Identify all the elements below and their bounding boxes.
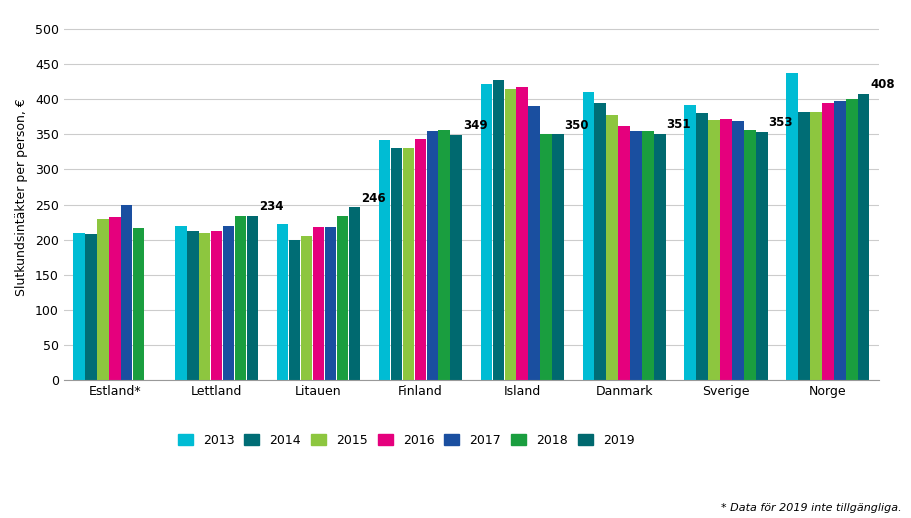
Bar xyxy=(187,231,199,380)
Bar xyxy=(403,148,415,380)
Bar xyxy=(505,89,517,380)
Bar xyxy=(324,227,336,380)
Bar xyxy=(582,92,594,380)
Bar xyxy=(493,80,504,380)
Bar xyxy=(595,104,606,380)
Bar xyxy=(133,228,145,380)
Bar xyxy=(607,114,618,380)
Bar xyxy=(379,140,390,380)
Text: 350: 350 xyxy=(565,119,589,132)
Bar xyxy=(619,126,630,380)
Bar xyxy=(642,131,654,380)
Bar xyxy=(786,73,798,380)
Bar xyxy=(415,139,426,380)
Text: 408: 408 xyxy=(870,78,895,91)
Bar xyxy=(822,103,834,380)
Bar xyxy=(517,87,528,380)
Bar xyxy=(696,112,708,380)
Bar xyxy=(85,234,97,380)
Bar xyxy=(528,106,540,380)
Text: * Data för 2019 inte tillgängliga.: * Data för 2019 inte tillgängliga. xyxy=(722,503,902,513)
Bar xyxy=(810,112,822,380)
Bar xyxy=(858,94,869,380)
Bar xyxy=(121,205,132,380)
Text: 234: 234 xyxy=(259,200,283,213)
Bar xyxy=(798,112,810,380)
Bar xyxy=(540,134,552,380)
Bar xyxy=(756,132,768,380)
Bar xyxy=(210,231,222,380)
Bar xyxy=(289,240,301,380)
Text: 353: 353 xyxy=(768,117,793,130)
Bar xyxy=(450,135,462,380)
Bar xyxy=(73,233,85,380)
Bar xyxy=(438,130,450,380)
Bar xyxy=(630,131,642,380)
Text: 351: 351 xyxy=(667,118,691,131)
Bar xyxy=(247,216,258,380)
Bar xyxy=(336,216,348,380)
Bar xyxy=(834,100,845,380)
Bar xyxy=(481,84,492,380)
Bar xyxy=(349,207,360,380)
Text: 349: 349 xyxy=(463,119,487,132)
Bar xyxy=(235,216,246,380)
Bar xyxy=(846,98,857,380)
Bar xyxy=(732,121,743,380)
Bar xyxy=(312,227,324,380)
Bar xyxy=(684,105,696,380)
Bar xyxy=(654,134,666,380)
Bar xyxy=(391,148,403,380)
Bar xyxy=(277,224,289,380)
Bar xyxy=(426,131,438,380)
Bar xyxy=(708,120,720,380)
Bar xyxy=(301,236,312,380)
Bar xyxy=(721,119,732,380)
Bar xyxy=(109,217,120,380)
Text: 246: 246 xyxy=(361,192,385,205)
Y-axis label: Slutkundsintäkter per person, €: Slutkundsintäkter per person, € xyxy=(15,98,28,296)
Bar xyxy=(744,130,755,380)
Legend: 2013, 2014, 2015, 2016, 2017, 2018, 2019: 2013, 2014, 2015, 2016, 2017, 2018, 2019 xyxy=(178,434,634,447)
Bar xyxy=(552,134,564,380)
Bar xyxy=(223,226,234,380)
Bar xyxy=(97,219,108,380)
Bar xyxy=(199,233,210,380)
Bar xyxy=(175,226,187,380)
